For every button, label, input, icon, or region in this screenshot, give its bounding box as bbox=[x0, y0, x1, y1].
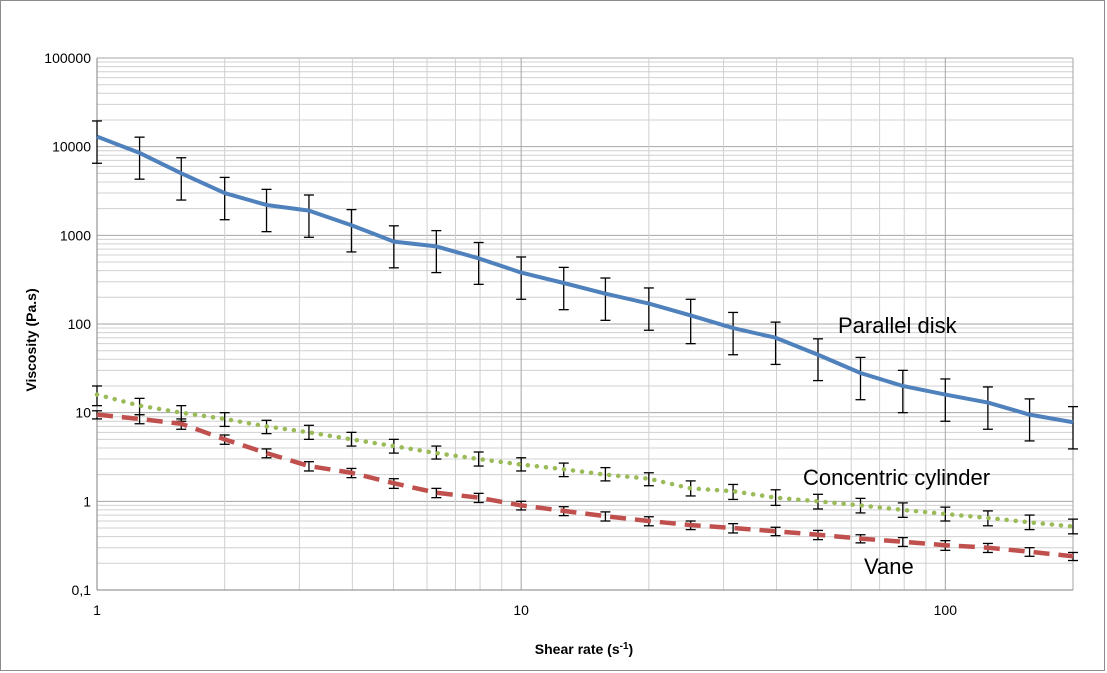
series-label-vane: Vane bbox=[864, 554, 914, 579]
grid-lines bbox=[96, 57, 1074, 591]
series-labels: Parallel disk Concentric cylinder Vane bbox=[803, 313, 990, 579]
y-tick-label: 0,1 bbox=[72, 582, 92, 598]
series-label-concentric-cylinder: Concentric cylinder bbox=[803, 465, 990, 490]
y-tick-label: 100000 bbox=[44, 50, 91, 66]
x-tick-label: 100 bbox=[934, 602, 958, 618]
x-axis-title-close: ) bbox=[629, 641, 634, 657]
series-label-parallel-disk: Parallel disk bbox=[838, 313, 958, 338]
x-tick-label: 1 bbox=[93, 602, 101, 618]
y-tick-label: 1000 bbox=[60, 227, 91, 243]
y-tick-label: 1 bbox=[83, 493, 91, 509]
error-bars bbox=[92, 120, 1078, 562]
series-line-concentric-cylinder bbox=[94, 392, 1076, 529]
series-lines bbox=[94, 134, 1076, 559]
y-tick-label: 10000 bbox=[52, 139, 91, 155]
x-axis-title-superscript: -1 bbox=[620, 641, 629, 652]
series-line-parallel-disk bbox=[96, 134, 1074, 425]
y-tick-label: 100 bbox=[68, 316, 92, 332]
y-tick-label: 10 bbox=[75, 405, 91, 421]
y-axis-title: Viscosity (Pa.s) bbox=[23, 288, 39, 391]
series-line-vane bbox=[96, 412, 1074, 559]
x-axis-title-main: Shear rate (s bbox=[535, 641, 620, 657]
x-axis-title: Shear rate (s-1) bbox=[535, 641, 633, 658]
x-tick-label: 10 bbox=[513, 602, 529, 618]
